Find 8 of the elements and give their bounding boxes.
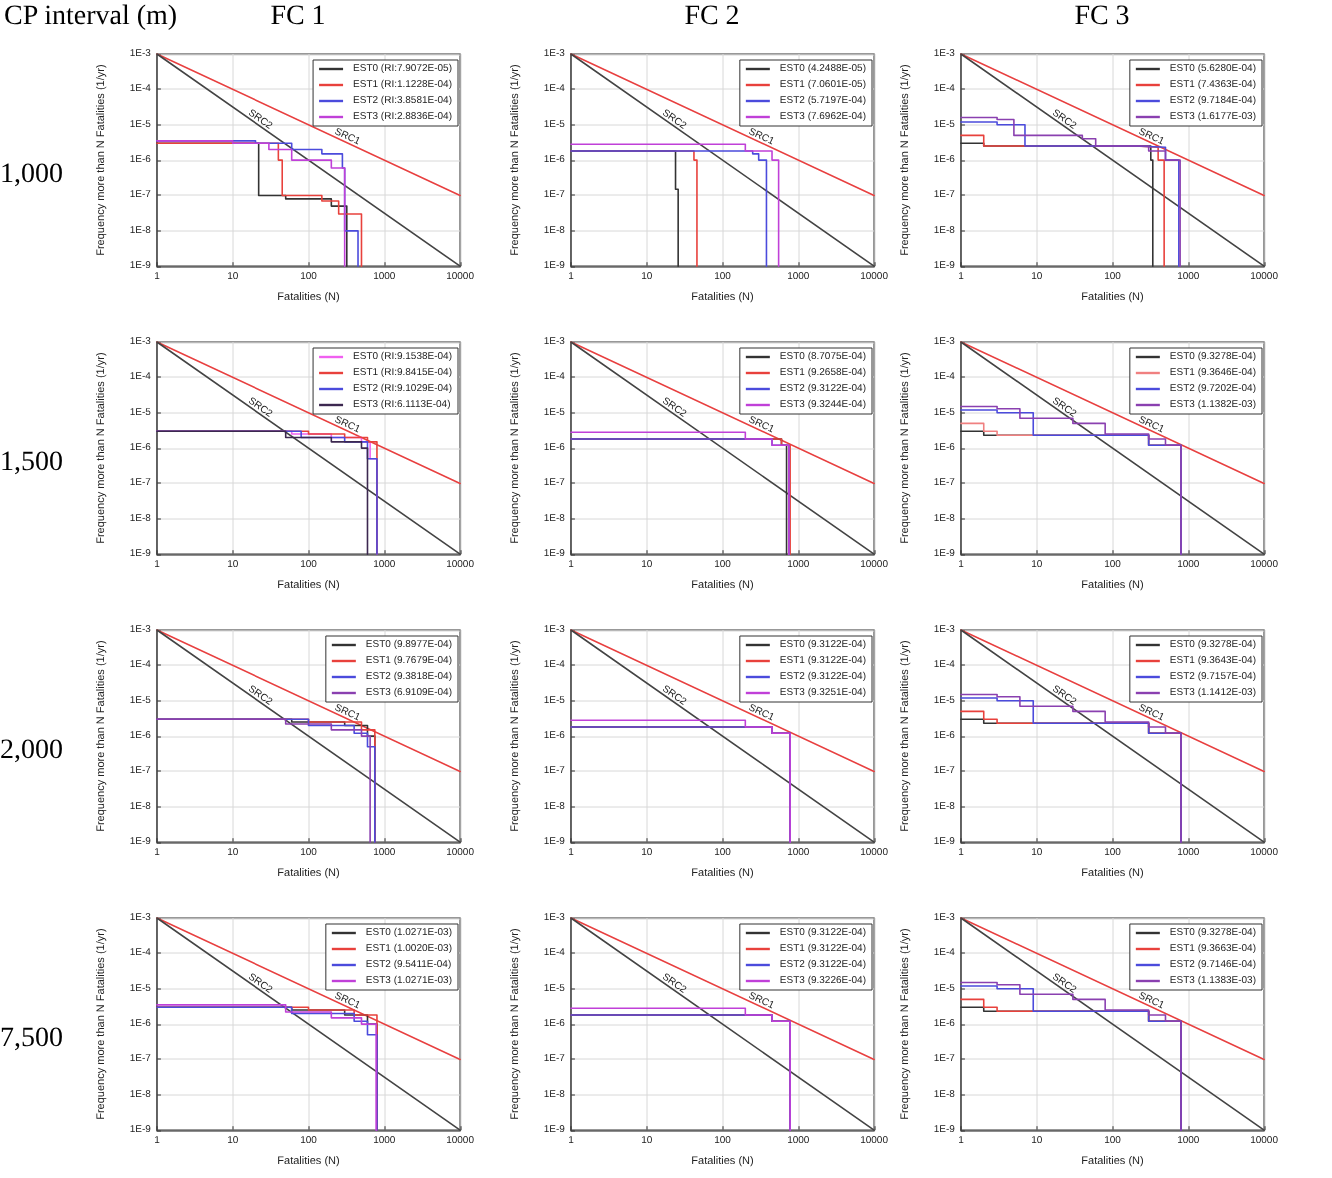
chart-title: FC 1 [270, 2, 326, 32]
text: 7,500 [0, 1023, 63, 1055]
chart-title: FC 3 [1072, 2, 1132, 34]
text: 1,000 [0, 159, 63, 191]
chart-title: FC 2 [682, 2, 742, 34]
text: 1,500 [0, 447, 63, 479]
text: 2,000 [0, 735, 63, 767]
text: CP interval (m) [4, 2, 178, 34]
